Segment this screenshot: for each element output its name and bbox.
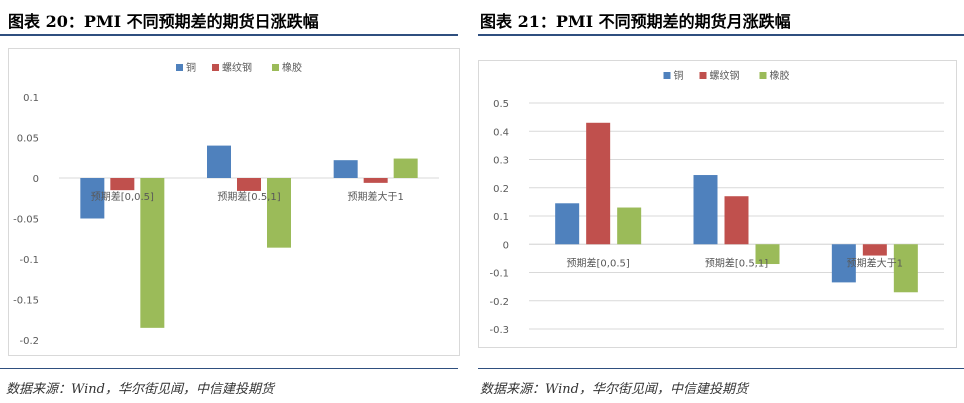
left-chart-svg: 0.1 0.05 0 -0.05 -0.1 -0.15 -0.2 铜 螺纹钢 橡胶预期差[0,0.… <box>13 61 439 347</box>
legend-label: 橡胶 <box>282 61 302 74</box>
right-chart-title: 图表 21：PMI 不同预期差的期货月涨跌幅 <box>480 12 791 31</box>
right-chart-frame: 0.5 0.4 0.3 0.2 0.1 0 -0.1 -0.2 -0.3 铜 螺纹钢 橡胶预期差[0,… <box>478 60 957 348</box>
bar <box>267 178 291 248</box>
bar <box>333 160 358 178</box>
left-title-rule <box>0 34 458 36</box>
category-label: 预期差大于1 <box>847 256 903 269</box>
bar <box>207 145 231 178</box>
category-label: 预期差[0.5,1] <box>705 256 768 269</box>
bar <box>237 178 261 191</box>
y-tick-label: -0.15 <box>13 296 39 307</box>
bar <box>140 178 165 328</box>
y-tick-label: -0.3 <box>489 325 509 336</box>
bar <box>755 244 780 265</box>
legend-label: 铜 <box>674 70 684 82</box>
legend-swatch <box>663 72 671 79</box>
y-tick-label: 0.4 <box>493 127 509 138</box>
bar <box>393 158 418 178</box>
y-tick-label: -0.1 <box>489 269 509 280</box>
y-tick-label: 0.05 <box>17 134 39 145</box>
legend-swatch <box>212 64 219 71</box>
bar <box>724 196 749 245</box>
bar <box>862 244 887 256</box>
left-source-note: 数据来源：Wind，华尔街见闻，中信建投期货 <box>6 382 274 397</box>
right-bottom-rule <box>478 368 964 369</box>
right-chart-svg: 0.5 0.4 0.3 0.2 0.1 0 -0.1 -0.2 -0.3 铜 螺纹钢 橡胶预期差[0,… <box>489 69 944 336</box>
category-label: 预期差[0,0.5] <box>91 190 154 203</box>
left-chart-frame: 0.1 0.05 0 -0.05 -0.1 -0.15 -0.2 铜 螺纹钢 橡胶预期差[0,0.… <box>8 48 460 356</box>
y-tick-label: 0 <box>33 174 39 185</box>
left-bottom-rule <box>0 368 458 369</box>
category-label: 预期差[0,0.5] <box>567 256 630 269</box>
legend-label: 螺纹钢 <box>710 69 740 82</box>
y-tick-label: 0.2 <box>493 184 509 195</box>
bar <box>586 122 611 245</box>
right-source-note: 数据来源：Wind，华尔街见闻，中信建投期货 <box>480 382 748 397</box>
legend-swatch <box>176 64 183 71</box>
y-tick-label: 0 <box>503 240 509 251</box>
y-tick-label: 0.3 <box>493 156 509 167</box>
bar <box>555 203 580 245</box>
legend-swatch <box>759 72 767 79</box>
legend-swatch <box>272 64 279 71</box>
y-tick-label: -0.2 <box>489 297 509 308</box>
legend-swatch <box>699 72 707 79</box>
legend-label: 螺纹钢 <box>222 61 252 74</box>
y-tick-label: -0.2 <box>19 336 39 347</box>
category-label: 预期差大于1 <box>347 190 403 203</box>
bar <box>893 244 918 293</box>
legend-label: 橡胶 <box>770 69 790 82</box>
bar <box>693 175 718 245</box>
bar <box>831 244 856 283</box>
bar <box>363 178 388 183</box>
left-chart-title: 图表 20：PMI 不同预期差的期货日涨跌幅 <box>8 12 319 31</box>
y-tick-label: -0.1 <box>19 255 39 266</box>
y-tick-label: 0.1 <box>493 212 509 223</box>
y-tick-label: 0.5 <box>493 99 509 110</box>
right-title-rule <box>478 34 964 36</box>
y-tick-label: -0.05 <box>13 215 39 226</box>
category-label: 预期差[0.5,1] <box>217 190 280 203</box>
bar <box>110 178 135 191</box>
legend-label: 铜 <box>186 62 196 74</box>
bar <box>80 178 105 219</box>
bar <box>617 207 642 245</box>
y-tick-label: 0.1 <box>23 93 39 104</box>
